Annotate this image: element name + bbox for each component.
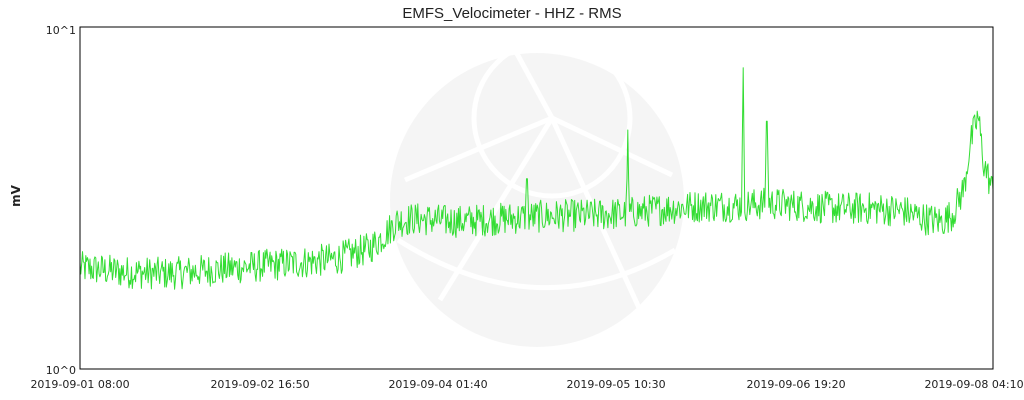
plot-frame	[79, 26, 994, 370]
y-tick-label-bottom: 10^0	[46, 364, 76, 377]
x-tick-label-4: 2019-09-06 19:20	[746, 378, 845, 391]
x-tick-label-3: 2019-09-05 10:30	[566, 378, 665, 391]
x-tick-label-0: 2019-09-01 08:00	[30, 378, 129, 391]
chart-title: EMFS_Velocimeter - HHZ - RMS	[402, 5, 621, 22]
y-axis-label: mV	[9, 184, 23, 207]
y-tick-label-top: 10^1	[46, 24, 76, 37]
globe-watermark-icon	[390, 37, 684, 347]
x-tick-label-5: 2019-09-08 04:10	[924, 378, 1023, 391]
x-tick-label-1: 2019-09-02 16:50	[210, 378, 309, 391]
x-tick-label-2: 2019-09-04 01:40	[388, 378, 487, 391]
series-line	[79, 67, 994, 290]
